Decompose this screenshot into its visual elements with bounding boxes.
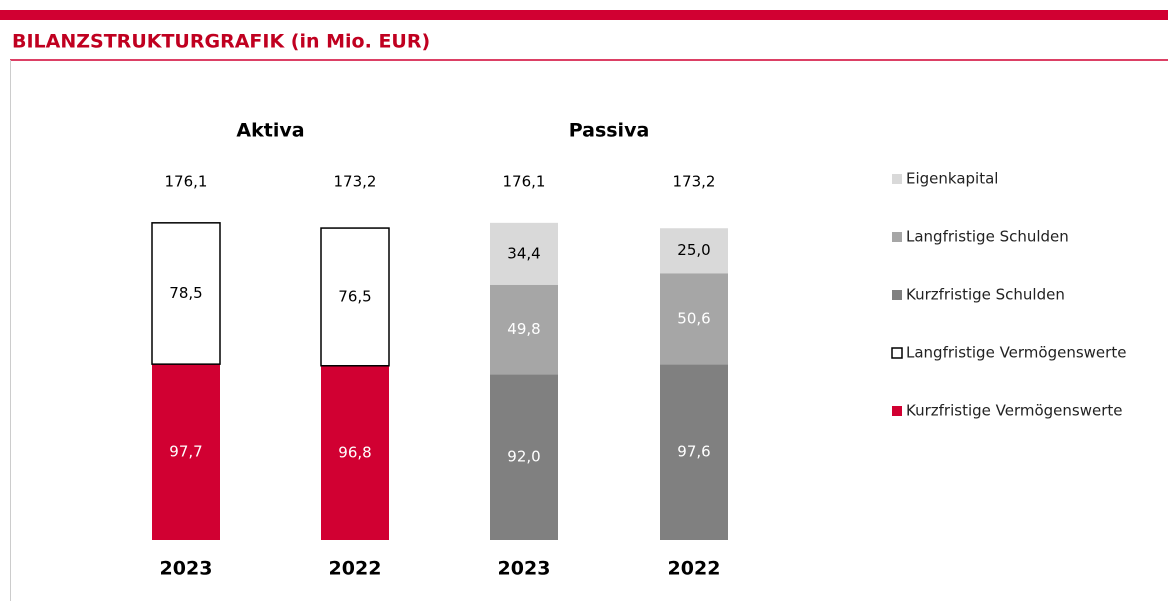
- top-band: [0, 10, 1168, 20]
- total-label: 173,2: [334, 173, 377, 191]
- legend-swatch: [892, 174, 902, 184]
- legend-label: Kurzfristige Schulden: [906, 286, 1065, 304]
- x-tick-label: 2023: [160, 558, 213, 580]
- value-label: 49,8: [507, 320, 540, 338]
- value-label: 78,5: [169, 284, 202, 302]
- value-label: 76,5: [338, 287, 371, 305]
- bar-segment: [490, 284, 558, 375]
- total-label: 173,2: [673, 173, 716, 191]
- value-label: 34,4: [507, 244, 540, 262]
- value-label: 97,7: [169, 443, 202, 461]
- legend-label: Langfristige Schulden: [906, 228, 1069, 246]
- legend-swatch: [892, 232, 902, 242]
- bar-segment: [152, 364, 220, 540]
- legend-label: Kurzfristige Vermögenswerte: [906, 402, 1123, 420]
- bar-segment: [660, 228, 728, 274]
- bar-segment: [151, 222, 221, 365]
- value-label: 97,6: [677, 443, 710, 461]
- bar-segment: [490, 374, 558, 540]
- total-label: 176,1: [503, 173, 546, 191]
- bar-segment: [660, 273, 728, 365]
- group-label: Aktiva: [236, 120, 304, 142]
- legend-swatch: [891, 347, 903, 359]
- legend-label: Langfristige Vermögenswerte: [906, 344, 1126, 362]
- total-label: 176,1: [165, 173, 208, 191]
- value-label: 50,6: [677, 309, 710, 327]
- group-label: Passiva: [569, 120, 650, 142]
- value-label: 96,8: [338, 443, 371, 461]
- chart-title: BILANZSTRUKTURGRAFIK (in Mio. EUR): [12, 31, 430, 53]
- x-tick-label: 2023: [498, 558, 551, 580]
- value-label: 25,0: [677, 241, 710, 259]
- legend-swatch: [892, 290, 902, 300]
- bar-segment: [490, 222, 558, 285]
- value-label: 92,0: [507, 448, 540, 466]
- x-tick-label: 2022: [668, 558, 721, 580]
- bar-segment: [321, 365, 389, 540]
- bar-segment: [660, 364, 728, 540]
- legend-label: Eigenkapital: [906, 170, 998, 188]
- bar-segment: [320, 227, 390, 367]
- x-tick-label: 2022: [329, 558, 382, 580]
- legend-swatch: [892, 406, 902, 416]
